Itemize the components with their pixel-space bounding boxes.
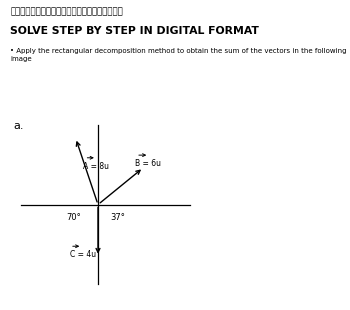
Text: C = 4u: C = 4u: [70, 250, 96, 259]
Text: A = 8u: A = 8u: [83, 162, 109, 171]
Text: 37°: 37°: [110, 213, 125, 222]
Text: a.: a.: [13, 121, 24, 131]
Text: デジタル形式で段階的に解決　　ありがとう！！: デジタル形式で段階的に解決 ありがとう！！: [10, 8, 123, 17]
Text: B = 6u: B = 6u: [135, 159, 161, 168]
Text: • Apply the rectangular decomposition method to obtain the sum of the vectors in: • Apply the rectangular decomposition me…: [10, 48, 347, 62]
Text: SOLVE STEP BY STEP IN DIGITAL FORMAT: SOLVE STEP BY STEP IN DIGITAL FORMAT: [10, 26, 259, 36]
Text: 70°: 70°: [66, 213, 81, 222]
